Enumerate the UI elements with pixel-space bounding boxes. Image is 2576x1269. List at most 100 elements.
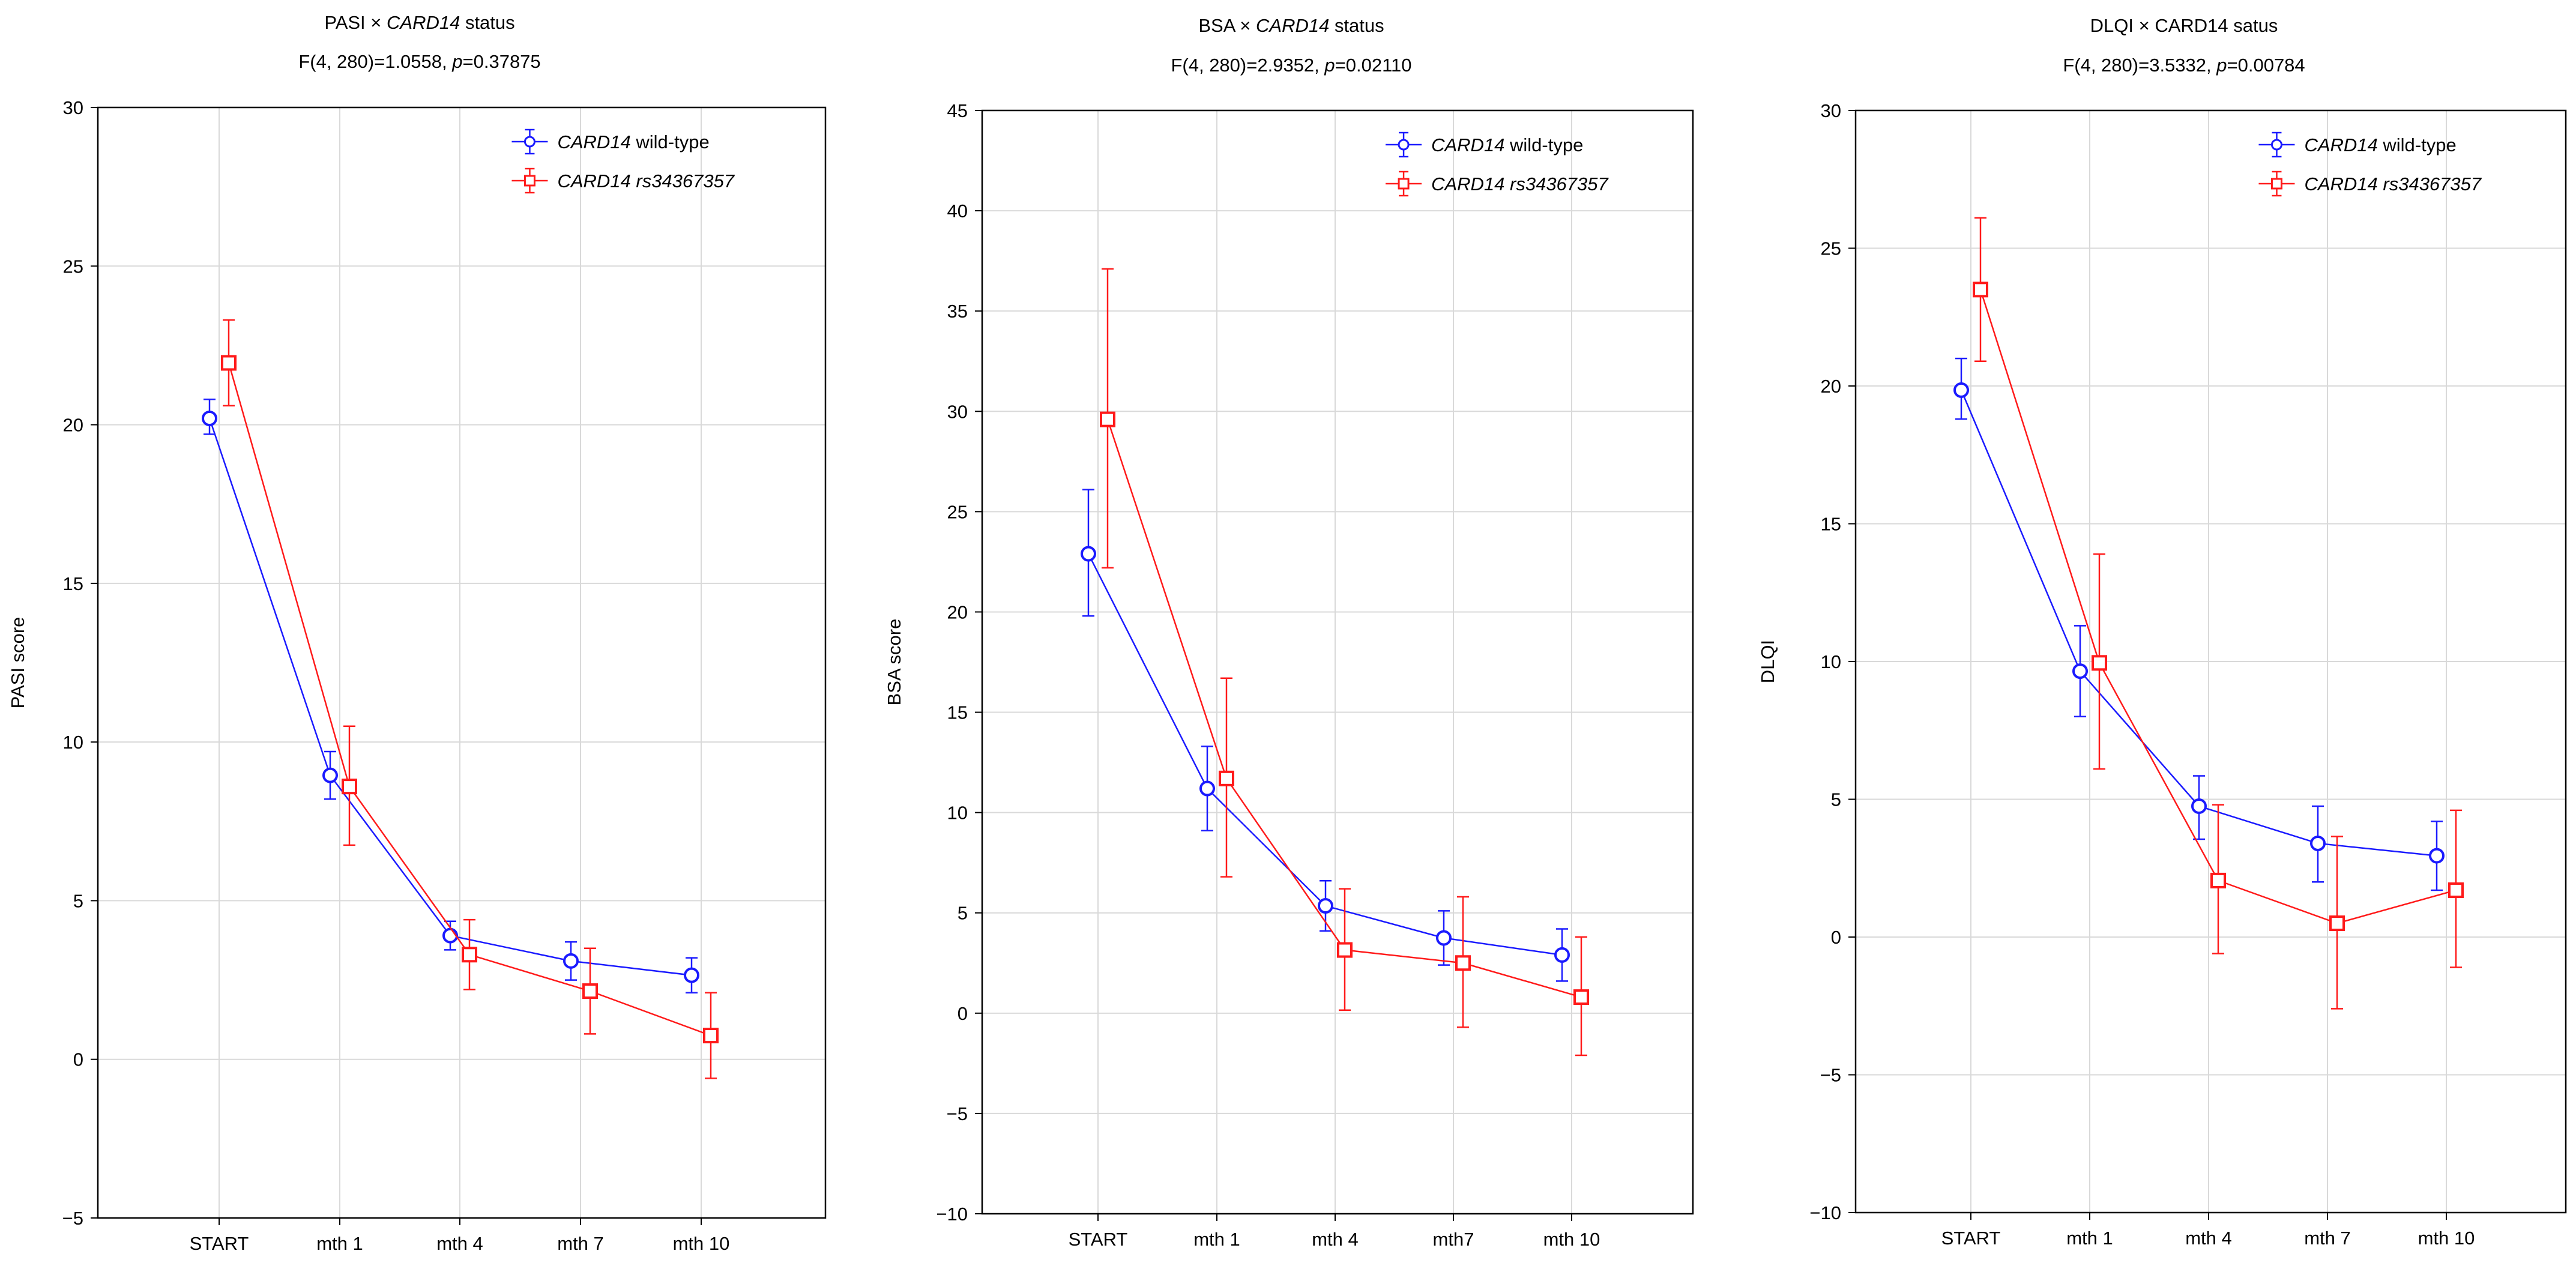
plot-frame: [981, 109, 1694, 1215]
legend-label-italic: CARD14: [1431, 134, 1504, 155]
x-tick-label: START: [190, 1233, 249, 1254]
x-tick-label: mth 1: [2066, 1228, 2113, 1249]
data-point-square: [221, 355, 237, 371]
legend-label: CARD14 wild-type: [557, 131, 709, 152]
y-tick-label: −5: [1820, 1065, 1841, 1086]
chart-statistic-p: p: [451, 51, 462, 72]
data-point-square: [2092, 655, 2107, 671]
legend-label-italic: CARD14 rs34367357: [557, 170, 735, 191]
data-point-circle: [2310, 835, 2326, 851]
legend-marker-square: [1398, 178, 1410, 190]
y-tick-label: −5: [62, 1208, 83, 1229]
series-wild-type: [1081, 489, 1570, 982]
legend-label: CARD14 rs34367357: [1431, 173, 1609, 194]
x-tick-label: mth 4: [436, 1233, 483, 1254]
y-tick-label: 20: [947, 601, 968, 622]
x-tick-label: mth 4: [2185, 1228, 2232, 1249]
x-tick-label: mth 4: [1312, 1229, 1359, 1250]
data-point-square: [703, 1028, 719, 1044]
x-tick-label: mth7: [1433, 1229, 1474, 1250]
chart-title-text: PASI ×: [324, 12, 387, 33]
data-point-square: [462, 947, 477, 963]
y-tick-label: 0: [73, 1049, 83, 1070]
y-tick-label: 20: [1821, 376, 1841, 397]
legend-marker-circle: [523, 136, 535, 148]
legend: CARD14 wild-type CARD14 rs34367357: [1386, 131, 1609, 197]
data-point-square: [2210, 872, 2226, 888]
legend-label-rest: wild-type: [2378, 134, 2457, 155]
data-point-circle: [1436, 930, 1452, 946]
data-point-square: [1573, 989, 1589, 1005]
chart-panel-1: PASI × CARD14 status F(4, 280)=1.0558, p=…: [7, 12, 827, 1254]
x-tick-label: mth 10: [2418, 1228, 2475, 1249]
chart-statistic: F(4, 280)=2.9352, p=0.02110: [1171, 55, 1411, 76]
data-point-circle: [442, 927, 458, 944]
chart-statistic: F(4, 280)=1.0558, p=0.37875: [298, 51, 540, 72]
data-point-square: [342, 779, 357, 795]
chart-statistic-text: F(4, 280)=3.5332,: [2063, 55, 2216, 76]
y-tick-label: −10: [936, 1204, 968, 1225]
x-tick-label: mth 7: [2304, 1228, 2351, 1249]
data-point-circle: [2429, 848, 2445, 864]
chart-statistic-p: p: [2216, 55, 2227, 76]
chart-panel-2: BSA × CARD14 status F(4, 280)=2.9352, p=0…: [884, 15, 1694, 1250]
chart-title-suffix: status: [1329, 15, 1384, 36]
legend-label: CARD14 wild-type: [2304, 134, 2456, 155]
chart-title: DLQI × CARD14 satus: [2090, 15, 2278, 36]
y-tick-label: 15: [63, 573, 83, 594]
data-point-square: [582, 983, 598, 999]
data-point-circle: [1081, 546, 1096, 562]
data-point-square: [1337, 942, 1353, 958]
series-rs34367357: [1973, 217, 2464, 1010]
legend-marker-circle: [1398, 139, 1410, 151]
y-tick-label: 15: [1821, 514, 1841, 535]
y-tick-label: 10: [947, 803, 968, 824]
data-point-square: [1219, 770, 1234, 786]
chart-title: BSA × CARD14 status: [1198, 15, 1384, 36]
plot-frame: [1854, 109, 2567, 1214]
data-point-circle: [1953, 382, 1969, 398]
y-tick-label: 25: [63, 256, 83, 277]
y-tick-label: 0: [1831, 927, 1841, 948]
data-point-square: [2329, 915, 2345, 932]
chart-statistic-text: F(4, 280)=2.9352,: [1171, 55, 1324, 76]
y-tick-label: 10: [63, 732, 83, 753]
data-point-circle: [2072, 663, 2088, 680]
legend-label-rest: wild-type: [1504, 134, 1583, 155]
y-tick-label: 5: [1831, 789, 1841, 810]
chart-title: PASI × CARD14 status: [324, 12, 514, 33]
legend-marker-square: [523, 175, 535, 187]
chart-statistic-value: =0.37875: [463, 51, 541, 72]
y-tick-label: −10: [1809, 1202, 1841, 1223]
chart-title-italic: CARD14: [1256, 15, 1329, 36]
series-rs34367357: [221, 319, 719, 1079]
y-tick-label: 25: [1821, 238, 1841, 259]
x-tick-label: mth 1: [316, 1233, 363, 1254]
y-tick-label: 45: [947, 100, 968, 121]
chart-statistic: F(4, 280)=3.5332, p=0.00784: [2063, 55, 2305, 76]
x-tick-label: mth 1: [1193, 1229, 1240, 1250]
data-point-circle: [1199, 780, 1215, 797]
legend-label-italic: CARD14 rs34367357: [1431, 173, 1609, 194]
chart-title-suffix: status: [460, 12, 514, 33]
legend-marker-square: [2270, 178, 2282, 190]
legend: CARD14 wild-type CARD14 rs34367357: [511, 128, 735, 194]
chart-statistic-text: F(4, 280)=1.0558,: [298, 51, 452, 72]
data-point-circle: [202, 411, 217, 426]
legend-label: CARD14 wild-type: [1431, 134, 1583, 155]
y-tick-label: 25: [947, 501, 968, 522]
y-tick-label: −5: [947, 1103, 968, 1124]
y-tick-label: 30: [1821, 100, 1841, 121]
chart-title-italic: CARD14: [387, 12, 460, 33]
chart-title-text: BSA ×: [1198, 15, 1256, 36]
legend-label-rest: wild-type: [631, 131, 710, 152]
y-axis-label: PASI score: [7, 617, 28, 709]
legend: CARD14 wild-type CARD14 rs34367357: [2258, 131, 2482, 197]
chart-title-text: DLQI × CARD14 satus: [2090, 15, 2278, 36]
y-tick-label: 20: [63, 415, 83, 436]
y-axis-label: BSA score: [884, 619, 905, 706]
y-tick-label: 5: [73, 890, 83, 911]
data-point-circle: [2191, 798, 2207, 814]
data-point-circle: [684, 967, 699, 983]
